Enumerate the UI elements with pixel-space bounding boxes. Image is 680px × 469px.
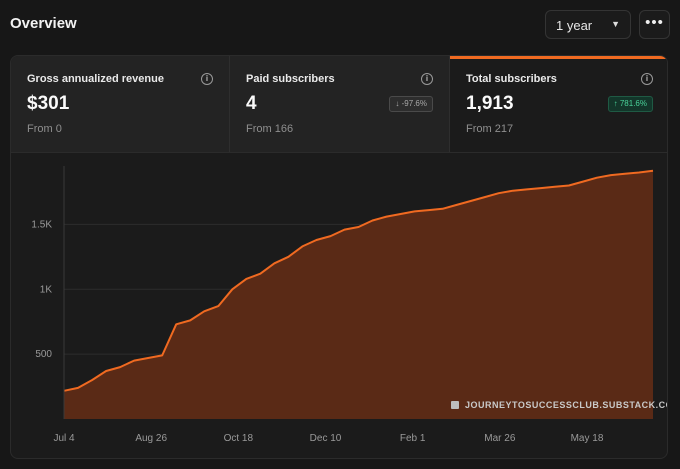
stat-value: 4 xyxy=(246,93,257,114)
subscribers-chart: 500 1K 1.5K Jul 4 Aug 26 Oct 18 Dec 10 Feb 1 Ma… xyxy=(31,166,668,444)
watermark: JOURNEYTOSUCCESSCLUB.SUBSTACK.COM xyxy=(451,400,668,410)
stat-label: Gross annualized revenue xyxy=(27,73,164,85)
stat-value: $301 xyxy=(27,93,70,114)
change-badge-up: ↑ 781.6% xyxy=(607,96,653,112)
x-tick-label: Mar 26 xyxy=(484,433,516,444)
x-tick-label: May 18 xyxy=(571,433,604,444)
substack-logo-icon xyxy=(451,401,459,409)
stat-from: From 166 xyxy=(246,123,294,135)
x-tick-label: Aug 26 xyxy=(135,433,167,444)
watermark-text: JOURNEYTOSUCCESSCLUB.SUBSTACK.COM xyxy=(465,400,668,410)
info-icon[interactable]: i xyxy=(641,73,653,85)
overview-card: Gross annualized revenue i $301 From 0 P… xyxy=(10,55,668,459)
y-tick-label: 1K xyxy=(40,284,53,295)
area-fill xyxy=(64,170,653,419)
change-value: 781.6% xyxy=(619,99,647,108)
arrow-down-icon: ↓ xyxy=(395,99,400,108)
change-value: -97.6% xyxy=(401,99,427,108)
stat-from: From 0 xyxy=(27,123,62,135)
stat-label: Paid subscribers xyxy=(246,73,335,85)
date-range-value: 1 year xyxy=(556,18,593,33)
stat-value: 1,913 xyxy=(466,93,514,114)
date-range-select[interactable]: 1 year ▼ xyxy=(545,10,631,39)
stat-from: From 217 xyxy=(466,123,514,135)
x-axis-labels: Jul 4 Aug 26 Oct 18 Dec 10 Feb 1 Mar 26 May 18 xyxy=(53,433,603,444)
page-title: Overview xyxy=(10,15,77,32)
y-tick-label: 1.5K xyxy=(31,219,52,230)
x-tick-label: Feb 1 xyxy=(400,433,426,444)
y-axis-labels: 500 1K 1.5K xyxy=(31,219,52,360)
x-tick-label: Dec 10 xyxy=(310,433,342,444)
stat-total-subscribers[interactable]: Total subscribers i 1,913 ↑ 781.6% From … xyxy=(450,56,667,152)
more-options-button[interactable]: ••• xyxy=(639,10,670,39)
y-tick-label: 500 xyxy=(35,349,52,360)
stat-gross-revenue[interactable]: Gross annualized revenue i $301 From 0 xyxy=(11,56,230,152)
stat-paid-subscribers[interactable]: Paid subscribers i 4 ↓ -97.6% From 166 xyxy=(230,56,450,152)
change-badge-down: ↓ -97.6% xyxy=(389,96,433,112)
chevron-down-icon: ▼ xyxy=(611,19,620,29)
series-line xyxy=(63,169,654,392)
stats-row: Gross annualized revenue i $301 From 0 P… xyxy=(11,56,667,152)
x-tick-label: Jul 4 xyxy=(53,433,75,444)
stat-label: Total subscribers xyxy=(466,73,557,85)
info-icon[interactable]: i xyxy=(201,73,213,85)
arrow-up-icon: ↑ xyxy=(613,99,618,108)
info-icon[interactable]: i xyxy=(421,73,433,85)
stats-divider xyxy=(11,152,667,153)
x-tick-label: Oct 18 xyxy=(224,433,254,444)
